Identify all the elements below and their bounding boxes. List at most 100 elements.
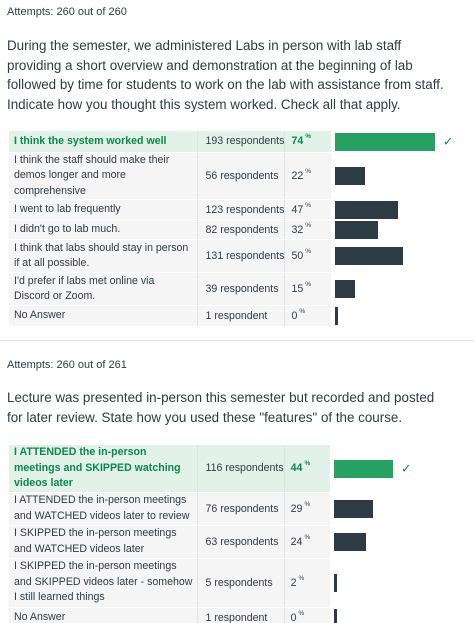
- answer-label: I think the system worked well: [9, 131, 197, 153]
- percent-symbol: %: [298, 609, 305, 617]
- percent-value: 50: [291, 250, 304, 262]
- percent-symbol: %: [305, 221, 312, 229]
- bar-cell: [330, 525, 439, 558]
- answer-percent: 2%: [283, 558, 331, 608]
- answer-label: I think that labs should stay in person …: [9, 239, 197, 273]
- answer-bar: [334, 166, 365, 185]
- answer-label: I ATTENDED the in-person meetings and SK…: [9, 445, 197, 493]
- correct-answer-bar: [334, 459, 394, 478]
- answer-bar: [334, 200, 398, 219]
- section-divider: [0, 340, 474, 341]
- answer-label: I SKIPPED the in-person meetings and SKI…: [9, 558, 197, 608]
- answer-percent: 32%: [284, 219, 331, 240]
- correct-answer-bar: [334, 132, 435, 151]
- answer-row: I SKIPPED the in-person meetings and SKI…: [9, 558, 439, 608]
- percent-symbol: %: [305, 167, 312, 175]
- answer-bar: [334, 499, 374, 518]
- bar-cell: ✓: [330, 131, 453, 152]
- answer-percent: 47%: [284, 199, 331, 220]
- respondent-count: 1 respondent: [196, 305, 285, 327]
- answer-bar: [334, 247, 403, 265]
- percent-value: 32: [291, 223, 304, 236]
- q1-question-text: During the semester, we administered Lab…: [7, 38, 444, 112]
- percent-value: 74: [291, 135, 304, 148]
- answer-bar: [334, 280, 355, 298]
- q1-attempts: Attempts: 260 out of 260: [7, 6, 127, 18]
- q2-results-table: I ATTENDED the in-person meetings and SK…: [9, 445, 439, 623]
- respondent-count: 116 respondents: [196, 445, 285, 493]
- percent-value: 2: [290, 576, 297, 589]
- bar-cell: [330, 305, 439, 327]
- respondent-count: 123 respondents: [196, 199, 285, 220]
- percent-value: 24: [290, 535, 303, 548]
- percent-symbol: %: [304, 533, 311, 541]
- answer-row: I didn't go to lab much. 82 respondents 32…: [9, 219, 439, 240]
- respondent-count: 76 respondents: [196, 492, 285, 526]
- answer-row: I think that labs should stay in person …: [9, 239, 439, 273]
- answer-label: No Answer: [9, 305, 197, 327]
- percent-symbol: %: [304, 460, 311, 468]
- q2-question-text: Lecture was presented in-person this sem…: [7, 390, 435, 425]
- answer-percent: 74%: [284, 131, 331, 153]
- answer-bar: [334, 573, 338, 592]
- answer-row: I think the system worked well 193 respon…: [9, 131, 453, 153]
- percent-value: 29: [290, 502, 303, 515]
- respondent-count: 1 respondent: [196, 607, 285, 623]
- answer-row: I'd prefer if labs met online via Discor…: [9, 272, 439, 306]
- answer-row: No Answer 1 respondent 0%: [9, 607, 439, 623]
- bar-cell: [330, 558, 439, 607]
- answer-row: I ATTENDED the in-person meetings and WA…: [9, 492, 439, 526]
- respondent-count: 39 respondents: [196, 272, 285, 306]
- percent-value: 47: [291, 203, 304, 216]
- bar-cell: [330, 272, 439, 306]
- answer-label: I'd prefer if labs met online via Discor…: [9, 272, 197, 306]
- answer-row: No Answer 1 respondent 0%: [9, 305, 439, 327]
- percent-symbol: %: [298, 574, 305, 582]
- percent-value: 44: [290, 462, 303, 475]
- answer-bar: [334, 532, 367, 551]
- checkmark-icon: ✓: [442, 133, 453, 148]
- percent-symbol: %: [304, 500, 311, 508]
- bar-cell: [330, 219, 439, 240]
- respondent-count: 193 respondents: [196, 131, 285, 153]
- answer-bar: [334, 307, 338, 325]
- percent-value: 22: [291, 169, 304, 182]
- percent-symbol: %: [305, 201, 312, 209]
- percent-symbol: %: [299, 308, 306, 315]
- answer-row: I SKIPPED the in-person meetings and WAT…: [9, 525, 439, 559]
- answer-row: I went to lab frequently 123 respondents 4…: [9, 199, 439, 220]
- answer-label: I didn't go to lab much.: [9, 219, 197, 240]
- answer-label: I ATTENDED the in-person meetings and WA…: [9, 492, 197, 526]
- respondent-count: 5 respondents: [196, 558, 285, 608]
- bar-cell: [330, 607, 439, 623]
- answer-percent: 0%: [283, 607, 331, 623]
- answer-percent: 24%: [283, 525, 331, 559]
- bar-cell: [330, 152, 439, 200]
- bar-cell: [330, 239, 439, 273]
- checkmark-icon: ✓: [401, 460, 412, 475]
- percent-value: 0: [290, 611, 297, 623]
- bar-cell: [330, 492, 439, 525]
- respondent-count: 131 respondents: [196, 239, 285, 273]
- bar-cell: ✓: [330, 445, 439, 492]
- percent-symbol: %: [305, 133, 312, 141]
- percent-symbol: %: [305, 248, 312, 255]
- answer-row: I ATTENDED the in-person meetings and SK…: [9, 445, 439, 493]
- answer-percent: 50%: [284, 239, 331, 273]
- answer-percent: 15%: [284, 272, 331, 306]
- answer-label: I went to lab frequently: [9, 199, 197, 220]
- answer-row: I think the staff should make their demo…: [9, 152, 439, 200]
- respondent-count: 82 respondents: [196, 219, 285, 240]
- respondent-count: 63 respondents: [196, 525, 285, 559]
- respondent-count: 56 respondents: [196, 152, 285, 200]
- answer-percent: 44%: [283, 445, 331, 493]
- percent-value: 0: [291, 310, 298, 322]
- q2-attempts: Attempts: 260 out of 261: [7, 359, 127, 371]
- answer-percent: 22%: [284, 152, 331, 200]
- bar-cell: [330, 199, 439, 220]
- answer-label: I think the staff should make their demo…: [9, 152, 197, 200]
- answer-percent: 29%: [283, 492, 331, 526]
- answer-bar: [334, 220, 378, 239]
- answer-label: No Answer: [9, 607, 197, 623]
- percent-value: 15: [291, 283, 304, 295]
